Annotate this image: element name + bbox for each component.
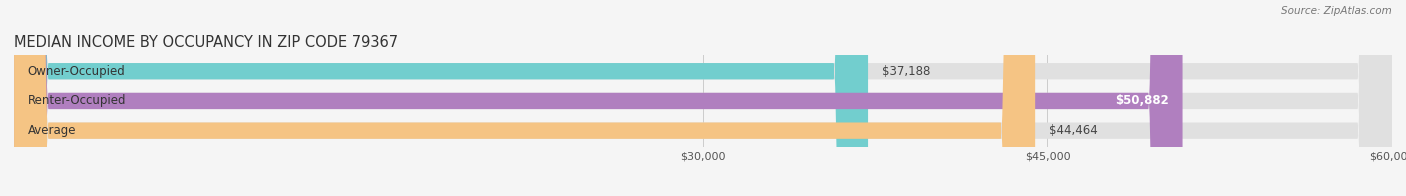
Text: Average: Average bbox=[28, 124, 76, 137]
Text: Owner-Occupied: Owner-Occupied bbox=[28, 65, 125, 78]
Text: Renter-Occupied: Renter-Occupied bbox=[28, 94, 127, 107]
FancyBboxPatch shape bbox=[14, 0, 1035, 196]
FancyBboxPatch shape bbox=[14, 0, 1392, 196]
FancyBboxPatch shape bbox=[14, 0, 1392, 196]
FancyBboxPatch shape bbox=[14, 0, 1392, 196]
FancyBboxPatch shape bbox=[14, 0, 1182, 196]
Text: Source: ZipAtlas.com: Source: ZipAtlas.com bbox=[1281, 6, 1392, 16]
Text: $37,188: $37,188 bbox=[882, 65, 931, 78]
Text: $44,464: $44,464 bbox=[1049, 124, 1098, 137]
FancyBboxPatch shape bbox=[14, 0, 868, 196]
Text: MEDIAN INCOME BY OCCUPANCY IN ZIP CODE 79367: MEDIAN INCOME BY OCCUPANCY IN ZIP CODE 7… bbox=[14, 34, 398, 50]
Text: $50,882: $50,882 bbox=[1115, 94, 1168, 107]
